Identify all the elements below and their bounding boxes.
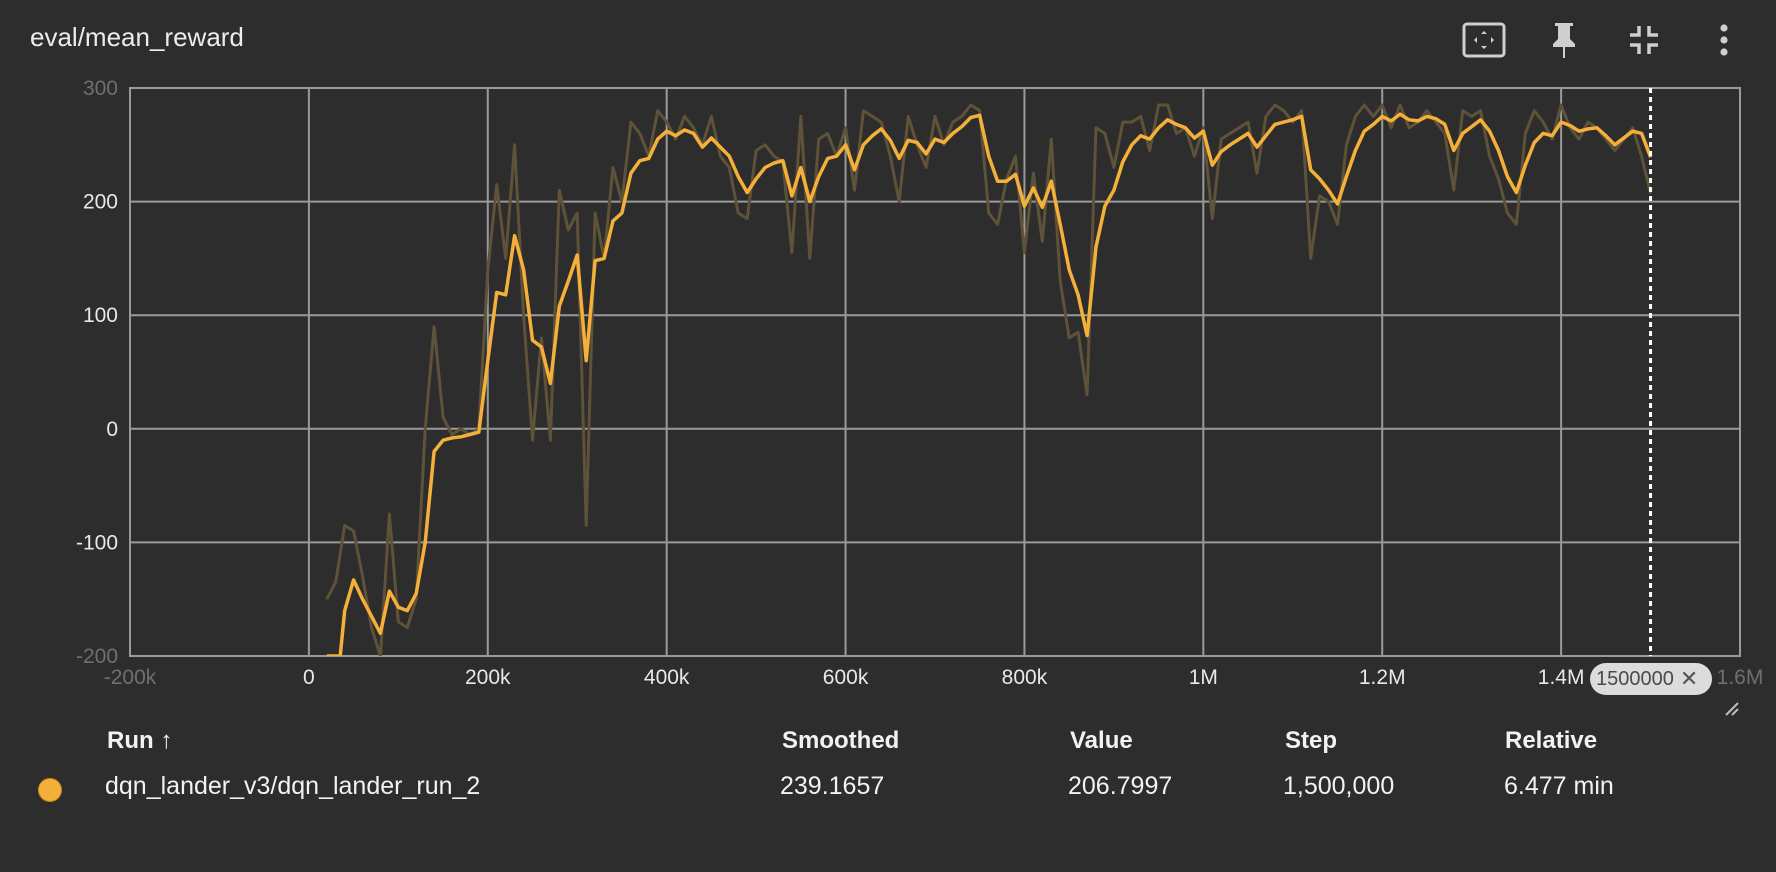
column-header-step[interactable]: Step xyxy=(1285,727,1338,754)
resize-handle-icon xyxy=(1725,702,1739,716)
column-header-run[interactable]: Run ↑ xyxy=(107,727,173,754)
smoothed-series-line xyxy=(326,112,1653,656)
hover-step-chip[interactable]: 1500000 ✕ xyxy=(1590,663,1712,695)
column-header-smoothed[interactable]: Smoothed xyxy=(782,727,900,754)
x-tick-label: 800k xyxy=(1002,666,1048,689)
x-tick-label: 400k xyxy=(644,666,690,689)
x-tick-label: 1.6M xyxy=(1717,666,1764,689)
fit-domain-icon[interactable] xyxy=(1460,18,1508,62)
step-value: 1,500,000 xyxy=(1283,772,1395,800)
x-tick-label: 1.2M xyxy=(1359,666,1406,689)
x-tick-label: 600k xyxy=(823,666,869,689)
y-tick-label: 100 xyxy=(83,304,118,327)
y-tick-label: -100 xyxy=(76,531,118,554)
relative-time: 6.477 min xyxy=(1504,772,1614,800)
column-header-value[interactable]: Value xyxy=(1070,727,1133,754)
x-tick-label: 1M xyxy=(1189,666,1218,689)
y-tick-label: -200 xyxy=(76,645,118,668)
smoothed-value: 239.1657 xyxy=(780,772,885,800)
x-tick-label: -200k xyxy=(104,666,157,689)
collapse-icon[interactable] xyxy=(1620,18,1668,62)
x-tick-label: 200k xyxy=(465,666,511,689)
run-color-swatch[interactable] xyxy=(38,778,62,802)
column-header-relative[interactable]: Relative xyxy=(1505,727,1598,754)
y-tick-label: 200 xyxy=(83,191,118,214)
close-icon[interactable]: ✕ xyxy=(1679,666,1699,691)
hover-step-value: 1500000 xyxy=(1596,667,1674,690)
x-tick-label: 1.4M xyxy=(1538,666,1585,689)
pin-icon[interactable] xyxy=(1540,18,1588,62)
raw-series-line xyxy=(325,103,1653,656)
line-chart[interactable]: -200 -100 0 100 200 300 -200k 0 200k 400k 600k 800k… xyxy=(0,0,1776,720)
run-name: dqn_lander_v3/dqn_lander_run_2 xyxy=(105,772,481,800)
raw-value: 206.7997 xyxy=(1068,772,1173,800)
x-tick-label: 0 xyxy=(303,666,315,689)
y-tick-label: 0 xyxy=(106,418,118,441)
more-vert-icon[interactable] xyxy=(1700,18,1748,62)
y-tick-label: 300 xyxy=(83,77,118,100)
chart-title: eval/mean_reward xyxy=(30,22,244,52)
plot-frame xyxy=(129,87,1741,657)
